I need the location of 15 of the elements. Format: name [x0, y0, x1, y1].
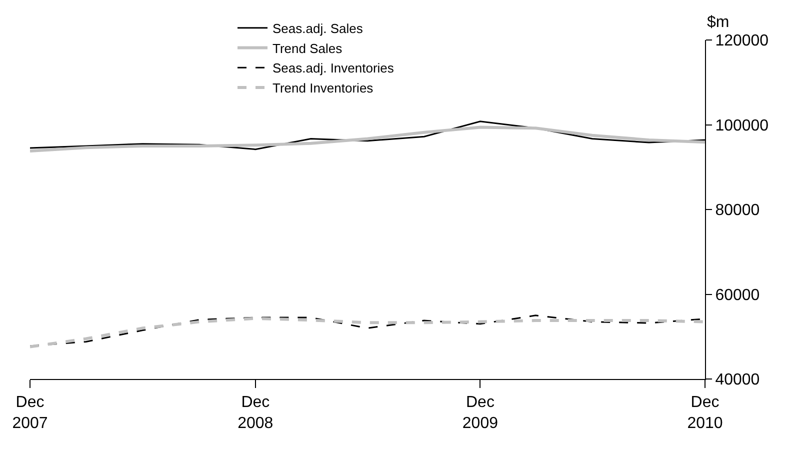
y-tick-label: 80000	[715, 202, 760, 220]
y-axis-title: $m	[707, 14, 730, 31]
y-tick-label: 60000	[715, 286, 760, 304]
y-tick-label: 100000	[715, 117, 769, 134]
legend-label: Trend Sales	[272, 40, 343, 56]
x-tick-label: Dec 2010	[687, 394, 723, 432]
x-tick-label: Dec 2009	[462, 394, 498, 432]
legend-label: Seas.adj. Inventories	[272, 60, 394, 76]
legend-label: Seas.adj. Sales	[272, 20, 364, 36]
line-series	[30, 126, 705, 153]
legend-label: Trend Inventories	[272, 80, 374, 96]
x-tick-label: Dec 2008	[238, 394, 274, 432]
x-tick-label: Dec 2007	[12, 394, 48, 432]
y-tick-label: 40000	[715, 372, 760, 389]
y-tick-label: 120000	[715, 32, 769, 50]
